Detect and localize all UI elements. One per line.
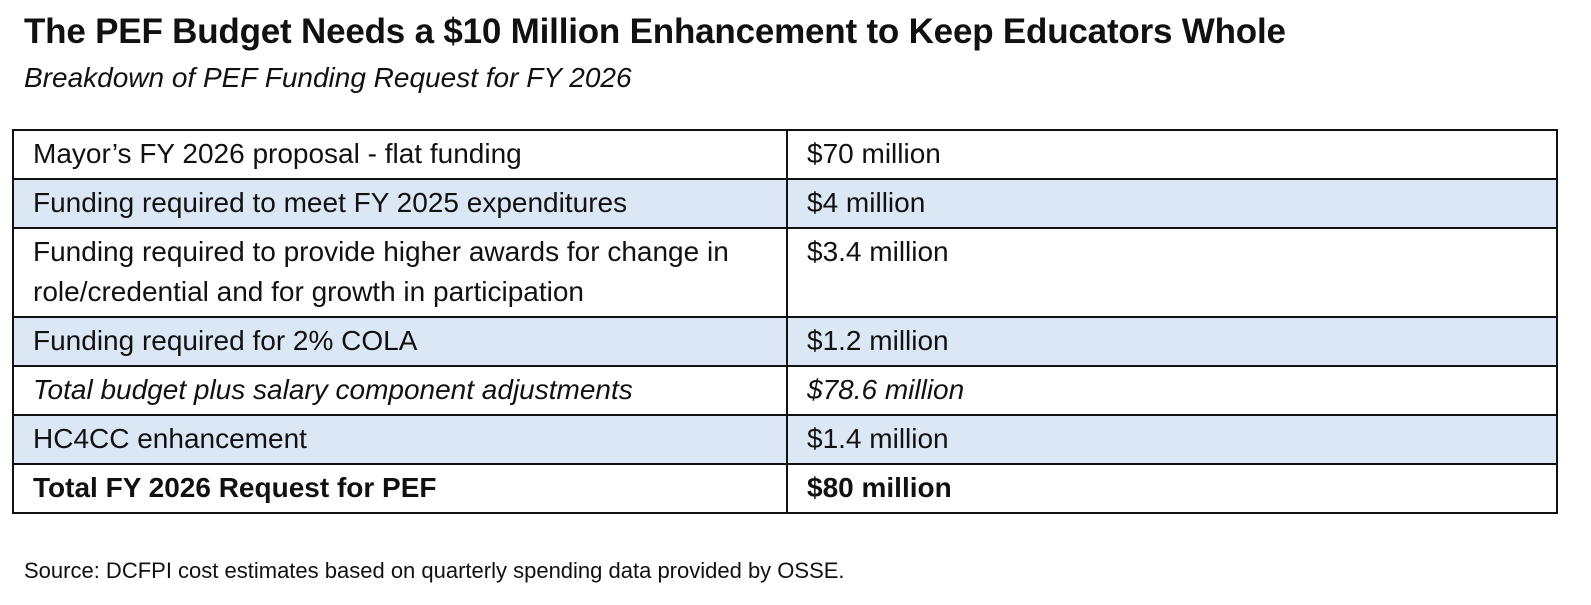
row-label: Funding required to provide higher award… [12,227,788,318]
row-amount: $3.4 million [786,227,1558,318]
row-amount: $1.4 million [786,414,1558,465]
row-label: Funding required to meet FY 2025 expendi… [12,178,788,229]
row-label: Funding required for 2% COLA [12,316,788,367]
table-row: Funding required to provide higher award… [12,227,1558,318]
table-row: Funding required for 2% COLA $1.2 millio… [12,316,1558,367]
table-row: Mayor’s FY 2026 proposal - flat funding … [12,129,1558,180]
row-label: Total budget plus salary component adjus… [12,365,788,416]
table-row: Funding required to meet FY 2025 expendi… [12,178,1558,229]
row-amount: $1.2 million [786,316,1558,367]
row-amount: $70 million [786,129,1558,180]
chart-subtitle: Breakdown of PEF Funding Request for FY … [24,62,632,93]
budget-table: Mayor’s FY 2026 proposal - flat funding … [12,129,1558,514]
row-label: Total FY 2026 Request for PEF [12,463,788,514]
source-note: Source: DCFPI cost estimates based on qu… [24,558,845,583]
row-label: Mayor’s FY 2026 proposal - flat funding [12,129,788,180]
row-amount: $4 million [786,178,1558,229]
row-amount: $78.6 million [786,365,1558,416]
row-label: HC4CC enhancement [12,414,788,465]
table-row: HC4CC enhancement $1.4 million [12,414,1558,465]
table-row-total: Total FY 2026 Request for PEF $80 millio… [12,463,1558,514]
table-row-subtotal: Total budget plus salary component adjus… [12,365,1558,416]
row-amount: $80 million [786,463,1558,514]
chart-title: The PEF Budget Needs a $10 Million Enhan… [24,12,1286,51]
